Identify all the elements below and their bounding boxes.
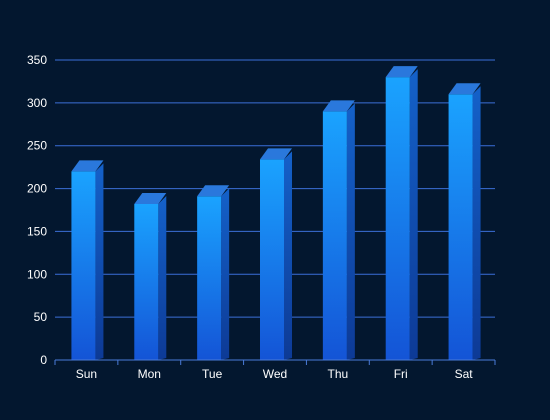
x-tick-label: Fri: [394, 367, 408, 381]
bar-cap: [134, 193, 167, 204]
y-tick-label: 50: [34, 310, 48, 324]
bar-mon: [134, 193, 167, 360]
bar-cap: [322, 100, 355, 112]
y-tick-label: 200: [27, 182, 47, 196]
bar-thu: [322, 100, 355, 360]
bar-side: [472, 86, 481, 361]
bars: [71, 66, 481, 361]
bar-front: [385, 77, 410, 361]
bar-fri: [385, 66, 418, 361]
x-tick-label: Sat: [455, 367, 474, 381]
bar-front: [71, 171, 96, 360]
bar-side: [95, 163, 104, 360]
x-tick-label: Tue: [202, 367, 223, 381]
y-tick-label: 300: [27, 96, 47, 110]
bar-side: [284, 151, 292, 360]
bar-cap: [71, 160, 104, 172]
x-tick-label: Sun: [76, 367, 97, 381]
y-axis-ticks: 0 50 100 150 200 250 300 350: [27, 53, 47, 367]
bar-cap: [260, 148, 292, 160]
bar-tue: [197, 185, 230, 360]
bar-side: [346, 103, 355, 360]
bar-front: [134, 204, 159, 360]
bar-sat: [448, 83, 481, 361]
bar-cap: [385, 66, 418, 78]
bar-side: [221, 188, 230, 360]
bar-side: [158, 196, 167, 360]
bar-cap: [448, 83, 481, 95]
bar-side: [409, 69, 418, 361]
x-axis-ticks: Sun Mon Tue Wed Thu Fri Sat: [76, 367, 473, 381]
bar-wed: [260, 148, 292, 360]
y-tick-label: 150: [27, 224, 47, 238]
bar-front: [197, 196, 222, 360]
bar-cap: [197, 185, 230, 197]
y-tick-label: 0: [40, 353, 47, 367]
bar-sun: [71, 160, 104, 360]
x-tick-label: Wed: [263, 367, 287, 381]
x-tick-label: Mon: [138, 367, 161, 381]
y-tick-label: 100: [27, 267, 47, 281]
y-tick-label: 250: [27, 139, 47, 153]
bar-front: [260, 159, 284, 360]
y-tick-label: 350: [27, 53, 47, 67]
bar-front: [322, 111, 347, 360]
bar-front: [448, 94, 473, 361]
x-tick-label: Thu: [328, 367, 349, 381]
x-axis: [54, 359, 496, 365]
